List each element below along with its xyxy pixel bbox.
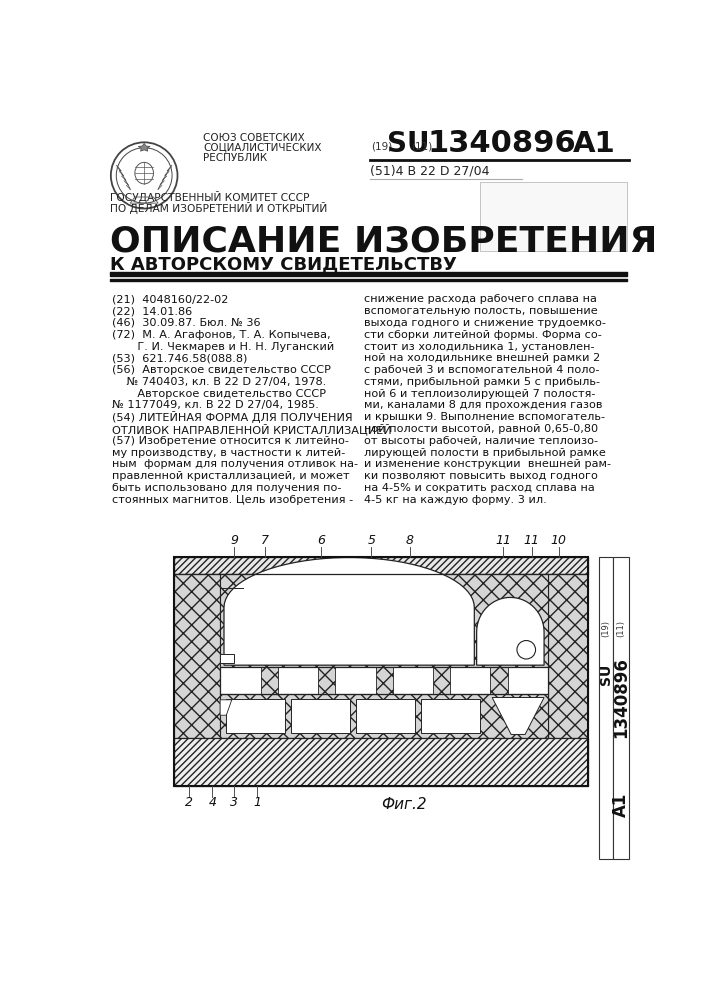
Polygon shape [261, 667, 278, 694]
Text: 11: 11 [524, 534, 539, 547]
Text: 3: 3 [230, 796, 238, 809]
Text: № 1177049, кл. В 22 D 27/04, 1985.: № 1177049, кл. В 22 D 27/04, 1985. [112, 400, 318, 410]
Text: ГОСУДАРСТВЕННЫЙ КОМИТЕТ СССР: ГОСУДАРСТВЕННЫЙ КОМИТЕТ СССР [110, 191, 310, 203]
Bar [480, 182, 627, 251]
Polygon shape [174, 557, 588, 574]
Polygon shape [450, 667, 491, 694]
Text: стями, прибыльной рамки 5 с прибыль-: стями, прибыльной рамки 5 с прибыль- [363, 377, 600, 387]
Text: Г. И. Чекмарев и Н. Н. Луганский: Г. И. Чекмарев и Н. Н. Луганский [112, 342, 334, 352]
Polygon shape [224, 558, 474, 665]
Polygon shape [477, 597, 544, 665]
Text: (57) Изобретение относится к литейно-: (57) Изобретение относится к литейно- [112, 436, 349, 446]
Text: (21)  4048160/22-02: (21) 4048160/22-02 [112, 294, 228, 304]
Text: SU: SU [387, 130, 429, 158]
Text: 10: 10 [551, 534, 567, 547]
Polygon shape [174, 574, 220, 738]
Text: правленной кристаллизацией, и может: правленной кристаллизацией, и может [112, 471, 349, 481]
Text: (51)4 В 22 D 27/04: (51)4 В 22 D 27/04 [370, 164, 489, 177]
Text: 8: 8 [406, 534, 414, 547]
Polygon shape [291, 699, 350, 733]
Polygon shape [492, 698, 544, 734]
Text: с рабочей 3 и вспомогательной 4 поло-: с рабочей 3 и вспомогательной 4 поло- [363, 365, 599, 375]
Text: Авторское свидетельство СССР: Авторское свидетельство СССР [112, 389, 326, 399]
Text: SU: SU [599, 664, 613, 685]
Text: 5: 5 [367, 534, 375, 547]
Text: му производству, в частности к литей-: му производству, в частности к литей- [112, 448, 345, 458]
Text: ной 6 и теплоизолирующей 7 полостя-: ной 6 и теплоизолирующей 7 полостя- [363, 389, 595, 399]
Text: (72)  М. А. Агафонов, Т. А. Копычева,: (72) М. А. Агафонов, Т. А. Копычева, [112, 330, 330, 340]
Text: ОТЛИВОК НАПРАВЛЕННОЙ КРИСТАЛЛИЗАЦИЕЙ: ОТЛИВОК НАПРАВЛЕННОЙ КРИСТАЛЛИЗАЦИЕЙ [112, 423, 391, 435]
Text: ПО ДЕЛАМ ИЗОБРЕТЕНИЙ И ОТКРЫТИЙ: ПО ДЕЛАМ ИЗОБРЕТЕНИЙ И ОТКРЫТИЙ [110, 202, 327, 214]
Text: ным  формам для получения отливок на-: ным формам для получения отливок на- [112, 459, 358, 469]
Text: 2: 2 [185, 796, 193, 809]
Text: (53)  621.746.58(088.8): (53) 621.746.58(088.8) [112, 353, 247, 363]
Text: на 4-5% и сократить расход сплава на: на 4-5% и сократить расход сплава на [363, 483, 595, 493]
Polygon shape [226, 699, 285, 733]
Text: (56)  Авторское свидетельство СССР: (56) Авторское свидетельство СССР [112, 365, 330, 375]
Polygon shape [335, 667, 375, 694]
Bar [599, 557, 613, 859]
Polygon shape [548, 574, 588, 738]
Text: 4: 4 [209, 796, 216, 809]
Text: выхода годного и снижение трудоемко-: выхода годного и снижение трудоемко- [363, 318, 605, 328]
Text: 1: 1 [253, 796, 262, 809]
Text: № 740403, кл. В 22 D 27/04, 1978.: № 740403, кл. В 22 D 27/04, 1978. [112, 377, 326, 387]
Text: К АВТОРСКОМУ СВИДЕТЕЛЬСТВУ: К АВТОРСКОМУ СВИДЕТЕЛЬСТВУ [110, 255, 457, 273]
Text: A1: A1 [612, 793, 630, 817]
Text: СОЦИАЛИСТИЧЕСКИХ: СОЦИАЛИСТИЧЕСКИХ [203, 143, 322, 153]
Text: Фиг.2: Фиг.2 [381, 797, 426, 812]
Text: ми, каналами 8 для прохождения газов: ми, каналами 8 для прохождения газов [363, 400, 602, 410]
Text: (19): (19) [371, 141, 392, 151]
Text: 1340896: 1340896 [612, 657, 630, 738]
Bar [613, 557, 629, 859]
Text: 6: 6 [317, 534, 325, 547]
Polygon shape [356, 699, 415, 733]
Text: (54) ЛИТЕЙНАЯ ФОРМА ДЛЯ ПОЛУЧЕНИЯ: (54) ЛИТЕЙНАЯ ФОРМА ДЛЯ ПОЛУЧЕНИЯ [112, 411, 352, 423]
Text: от высоты рабочей, наличие теплоизо-: от высоты рабочей, наличие теплоизо- [363, 436, 597, 446]
Text: 4-5 кг на каждую форму. 3 ил.: 4-5 кг на каждую форму. 3 ил. [363, 495, 547, 505]
Polygon shape [220, 667, 261, 694]
Text: и крышки 9. Выполнение вспомогатель-: и крышки 9. Выполнение вспомогатель- [363, 412, 604, 422]
Polygon shape [491, 667, 508, 694]
Polygon shape [220, 700, 232, 715]
Text: 11: 11 [495, 534, 511, 547]
Text: РЕСПУБЛИК: РЕСПУБЛИК [203, 153, 267, 163]
Text: снижение расхода рабочего сплава на: снижение расхода рабочего сплава на [363, 294, 597, 304]
Text: лирующей полости в прибыльной рамке: лирующей полости в прибыльной рамке [363, 448, 605, 458]
Polygon shape [392, 667, 433, 694]
Text: (22)  14.01.86: (22) 14.01.86 [112, 306, 192, 316]
Text: (11): (11) [411, 141, 433, 151]
Polygon shape [174, 738, 588, 786]
Polygon shape [508, 667, 548, 694]
Polygon shape [421, 699, 480, 733]
Text: и изменение конструкции  внешней рам-: и изменение конструкции внешней рам- [363, 459, 611, 469]
Text: 7: 7 [261, 534, 269, 547]
Polygon shape [220, 694, 548, 738]
Text: стоит из холодильника 1, установлен-: стоит из холодильника 1, установлен- [363, 342, 594, 352]
Text: стоянных магнитов. Цель изобретения -: стоянных магнитов. Цель изобретения - [112, 495, 353, 505]
Text: (11): (11) [617, 620, 625, 637]
Text: 1340896: 1340896 [427, 129, 575, 158]
Polygon shape [318, 667, 335, 694]
Polygon shape [220, 574, 548, 667]
Text: ОПИСАНИЕ ИЗОБРЕТЕНИЯ: ОПИСАНИЕ ИЗОБРЕТЕНИЯ [110, 225, 658, 259]
Text: ки позволяют повысить выход годного: ки позволяют повысить выход годного [363, 471, 597, 481]
Text: ной полости высотой, равной 0,65-0,80: ной полости высотой, равной 0,65-0,80 [363, 424, 597, 434]
Text: быть использовано для получения по-: быть использовано для получения по- [112, 483, 341, 493]
Text: ной на холодильнике внешней рамки 2: ной на холодильнике внешней рамки 2 [363, 353, 600, 363]
Polygon shape [278, 667, 318, 694]
Text: 9: 9 [230, 534, 238, 547]
Text: (19): (19) [602, 620, 611, 637]
Polygon shape [220, 654, 234, 663]
Circle shape [517, 641, 535, 659]
Text: сти сборки литейной формы. Форма со-: сти сборки литейной формы. Форма со- [363, 330, 601, 340]
Polygon shape [139, 143, 150, 151]
Polygon shape [375, 667, 392, 694]
Polygon shape [433, 667, 450, 694]
Text: (46)  30.09.87. Бюл. № 36: (46) 30.09.87. Бюл. № 36 [112, 318, 260, 328]
Text: СОЮЗ СОВЕТСКИХ: СОЮЗ СОВЕТСКИХ [203, 133, 305, 143]
Text: A1: A1 [573, 130, 616, 158]
Text: вспомогательную полость, повышение: вспомогательную полость, повышение [363, 306, 597, 316]
